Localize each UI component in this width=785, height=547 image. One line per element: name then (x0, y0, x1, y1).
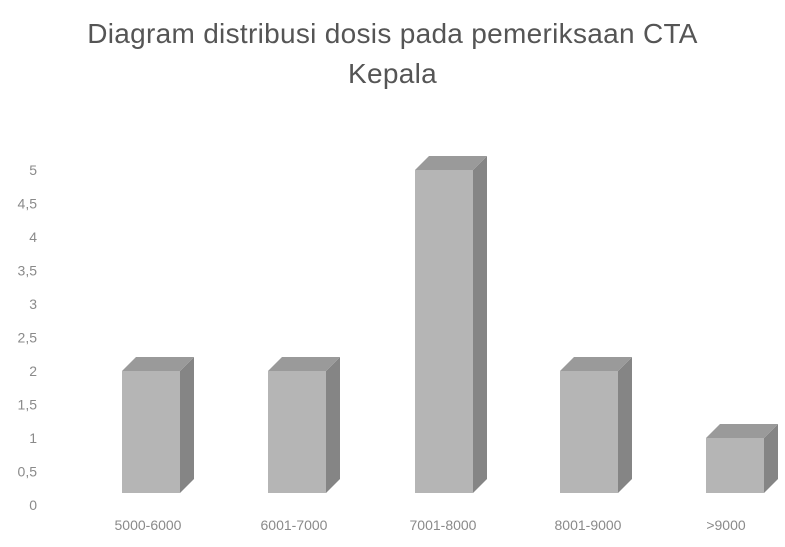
y-tick-label: 4,5 (18, 196, 38, 212)
x-tick-label: 8001-9000 (555, 517, 622, 533)
bar (268, 357, 340, 493)
bar (560, 357, 632, 493)
x-tick-label: >9000 (706, 517, 746, 533)
chart-title-line-2: Kepala (348, 58, 437, 89)
bar-side (473, 156, 487, 493)
y-tick-label: 1,5 (18, 397, 38, 413)
bar-side (764, 424, 778, 493)
bar-front (415, 170, 473, 493)
bar-side (180, 357, 194, 493)
y-tick-label: 3,5 (18, 263, 38, 279)
y-tick-label: 3 (29, 296, 37, 312)
bar-front (560, 371, 618, 493)
y-axis: 0 0,5 1 1,5 2 2,5 3 3,5 4 4,5 5 (18, 162, 38, 513)
bar-side (326, 357, 340, 493)
chart-title-line-1: Diagram distribusi dosis pada pemeriksaa… (87, 18, 698, 49)
bar-top (122, 357, 194, 371)
y-tick-label: 2 (29, 363, 37, 379)
x-axis: 5000-6000 6001-7000 7001-8000 8001-9000 >900… (115, 517, 746, 533)
x-tick-label: 5000-6000 (115, 517, 182, 533)
bar (122, 357, 194, 493)
bar-top (268, 357, 340, 371)
bar-front (268, 371, 326, 493)
y-tick-label: 5 (29, 162, 37, 178)
x-tick-label: 7001-8000 (410, 517, 477, 533)
bar-top (560, 357, 632, 371)
y-tick-label: 4 (29, 229, 37, 245)
bar-front (122, 371, 180, 493)
bar (415, 156, 487, 493)
y-tick-label: 2,5 (18, 330, 38, 346)
bar-front (706, 438, 764, 493)
bar-top (415, 156, 487, 170)
x-tick-label: 6001-7000 (261, 517, 328, 533)
y-tick-label: 0,5 (18, 464, 38, 480)
bar-side (618, 357, 632, 493)
bars (122, 156, 778, 493)
y-tick-label: 1 (29, 430, 37, 446)
bar-top (706, 424, 778, 438)
bar (706, 424, 778, 493)
y-tick-label: 0 (29, 497, 37, 513)
